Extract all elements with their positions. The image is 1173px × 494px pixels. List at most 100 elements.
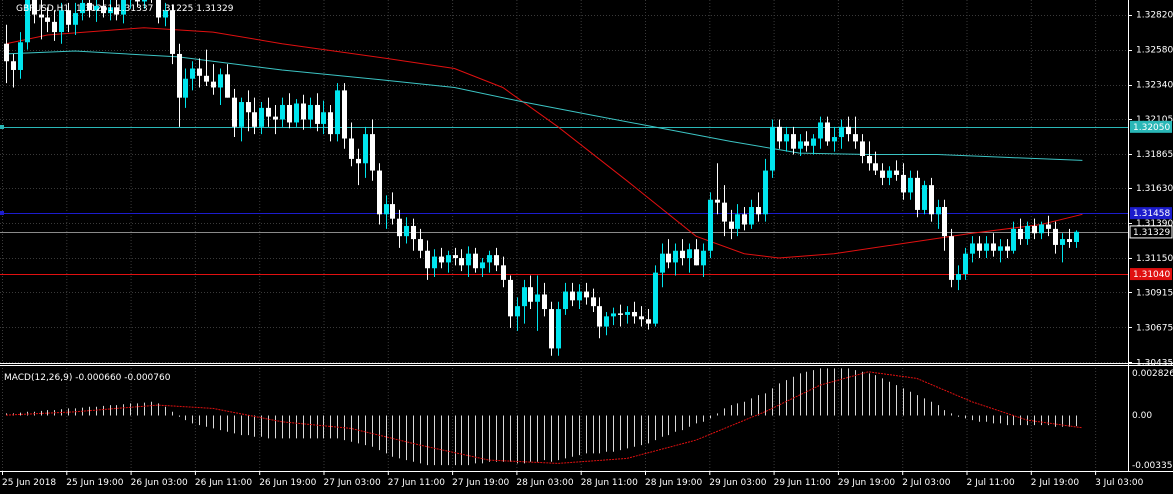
candle-body-bull [839, 126, 844, 138]
candle-body-bull [708, 199, 713, 251]
grid [0, 0, 1128, 471]
time-axis-label: 28 Jun 03:00 [516, 478, 573, 488]
candle-body-bull [321, 112, 326, 124]
candle-body-bear [156, 0, 161, 18]
time-axis-label: 27 Jun 11:00 [388, 478, 445, 488]
candle-body-bull [335, 90, 340, 135]
candle-body-bull [432, 256, 437, 269]
macd-panel [5, 368, 1083, 466]
candle-body-bear [439, 256, 444, 263]
candle-body-bear [1032, 225, 1037, 234]
candle-body-bear [266, 107, 271, 117]
time-axis-label: 25 Jun 19:00 [66, 478, 123, 488]
candle-body-bull [487, 255, 492, 263]
time-axis-label: 26 Jun 19:00 [259, 478, 316, 488]
price-axis-label: 1.32580 [1136, 46, 1173, 56]
candle-body-bull [384, 204, 389, 215]
axes: 1.32820 1.32580 1.32340 1.32105 1.31865 1.316… [2, 11, 1173, 488]
candle-body-bull [749, 207, 754, 225]
candle-body-bear [39, 14, 44, 18]
candle-body-bear [867, 155, 872, 164]
candle-body-bull [535, 294, 540, 302]
price-axis-label: 1.32340 [1136, 81, 1173, 91]
candle-body-bull [1074, 231, 1079, 242]
candle-body-bear [825, 122, 830, 142]
candle-body-bear [315, 104, 320, 124]
candle-body-bear [873, 163, 878, 171]
candle-body-bear [390, 204, 395, 219]
price-tag-label: 1.31458 [1133, 209, 1170, 219]
candle-body-bear [370, 134, 375, 171]
candle-body-bear [52, 21, 57, 33]
candle-body-bear [901, 174, 906, 193]
candle-body-bull [363, 134, 368, 164]
candle-body-bull [59, 10, 64, 33]
candle-body-bear [232, 97, 237, 127]
candle-body-bull [701, 250, 706, 266]
candle-body-bear [328, 112, 333, 135]
candle-body-bull [563, 291, 568, 310]
price-axis-label: 1.31865 [1136, 150, 1173, 160]
candle-body-bull [25, 0, 30, 43]
candle-body-bull [218, 74, 223, 88]
candle-body-bear [459, 258, 464, 266]
candle-body-bull [936, 207, 941, 215]
candle-body-bear [991, 243, 996, 251]
time-axis-label: 25 Jun 2018 [2, 478, 56, 488]
candle-body-bear [791, 134, 796, 149]
candle-body-bull [294, 103, 299, 123]
candle-body-bear [246, 102, 251, 113]
candle-body-bear [729, 221, 734, 229]
candle-body-bear [570, 291, 575, 301]
price-tag-label: 1.32050 [1133, 123, 1170, 133]
candle-body-bull [687, 249, 692, 259]
candle-body-bull [108, 7, 113, 14]
candle-body-bear [356, 158, 361, 164]
candle-body-bull [735, 214, 740, 229]
candle-body-bear [694, 249, 699, 266]
moving-averages [5, 27, 1083, 259]
candle-body-bear [211, 81, 216, 88]
time-axis-label: 29 Jun 03:00 [709, 478, 766, 488]
candle-body-bear [66, 10, 71, 25]
candle-body-bull [887, 170, 892, 178]
candle-body-bear [777, 126, 782, 142]
candle-body-bear [639, 316, 644, 320]
candle-body-bear [942, 207, 947, 237]
price-axis-label: 1.30675 [1136, 323, 1173, 333]
candle-body-bull [522, 287, 527, 307]
candle-body-bull [611, 313, 616, 317]
ohlc-readout: 1.31261 1.31337 1.31225 1.31329 [76, 4, 234, 14]
candle-body-bull [818, 122, 823, 139]
time-axis-label: 26 Jun 03:00 [131, 478, 188, 488]
candle-body-bear [301, 103, 306, 120]
candle-body-bull [832, 137, 837, 142]
candle-body-bull [784, 134, 789, 142]
candle-body-bear [170, 10, 175, 54]
candle-body-bull [673, 250, 678, 263]
candle-body-bear [494, 255, 499, 266]
candle-body-bull [1039, 224, 1044, 234]
candle-body-bear [528, 287, 533, 302]
candle-body-bull [259, 107, 264, 127]
candle-body-bear [804, 141, 809, 146]
candle-body-bull [798, 141, 803, 149]
time-axis-label: 28 Jun 19:00 [645, 478, 702, 488]
candles [4, 0, 1079, 356]
candle-body-bull [577, 291, 582, 301]
price-axis-label: 1.31150 [1136, 254, 1173, 264]
candle-body-bear [101, 5, 106, 14]
candle-body-bear [860, 141, 865, 156]
candle-body-bull [908, 177, 913, 193]
candle-body-bear [715, 199, 720, 203]
price-tag-red [1130, 268, 1172, 281]
candle-body-bear [135, 0, 140, 2]
price-tag-current [1129, 225, 1173, 239]
time-axis-label: 2 Jul 03:00 [902, 478, 951, 488]
candle-body-bear [453, 255, 458, 259]
time-axis-label: 27 Jun 03:00 [324, 478, 381, 488]
candle-body-bear [425, 250, 430, 269]
time-axis-label: 2 Jul 11:00 [967, 478, 1016, 488]
